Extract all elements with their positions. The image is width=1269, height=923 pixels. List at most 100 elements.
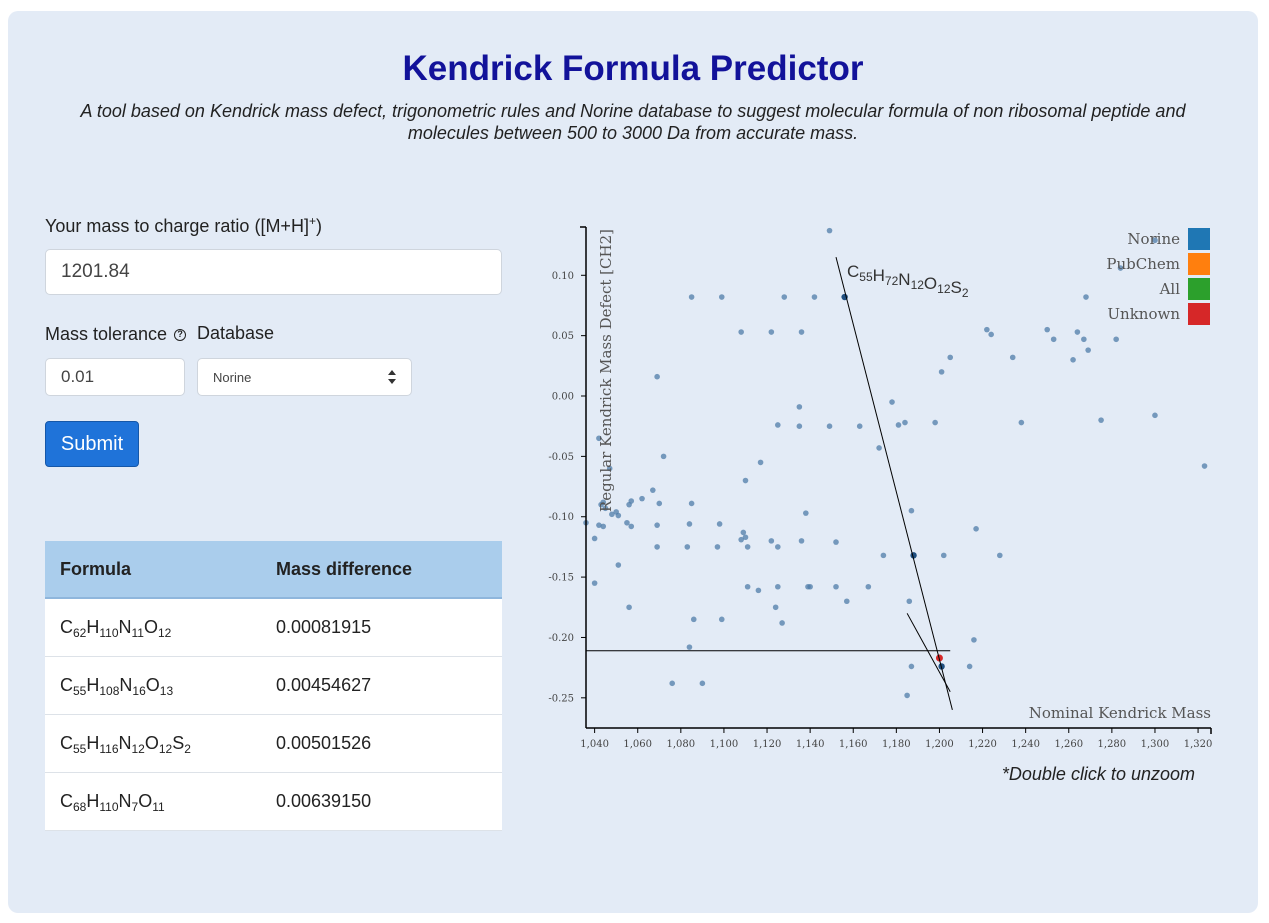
data-point[interactable] [688,294,695,300]
data-point[interactable] [1044,326,1051,333]
data-point[interactable] [757,459,764,466]
data-point[interactable] [1018,419,1025,426]
data-point[interactable] [826,227,833,234]
data-point[interactable] [796,423,803,429]
data-point[interactable] [908,507,915,514]
data-point[interactable] [988,331,994,338]
data-point[interactable] [996,552,1003,559]
data-point[interactable] [1085,347,1091,353]
data-point[interactable] [669,680,676,687]
data-point[interactable] [775,544,781,550]
data-point[interactable] [606,465,613,472]
data-point[interactable] [1070,356,1076,363]
legend[interactable]: Norine PubChem All Unknown [1106,228,1210,325]
data-point[interactable] [889,399,895,405]
data-point[interactable] [902,419,908,426]
data-point[interactable] [755,587,762,594]
legend-label[interactable]: Norine [1127,230,1180,248]
data-point[interactable] [718,616,725,623]
data-point[interactable] [686,521,693,527]
data-point[interactable] [1117,265,1124,271]
data-point[interactable] [865,583,872,590]
legend-swatch[interactable] [1188,228,1210,250]
data-point[interactable] [690,616,697,623]
data-point[interactable] [744,544,751,550]
data-point[interactable] [596,522,602,528]
legend-swatch[interactable] [1188,253,1210,275]
data-point[interactable] [1113,336,1119,343]
data-point[interactable] [738,329,744,335]
data-point[interactable] [775,583,781,590]
data-point[interactable] [904,692,910,699]
data-point[interactable] [779,620,785,626]
data-point[interactable] [654,373,660,380]
data-point[interactable] [811,294,818,300]
data-point[interactable] [1081,336,1087,343]
data-point[interactable] [768,538,775,544]
data-point[interactable] [938,369,945,375]
data-point[interactable] [1152,412,1158,419]
data-point[interactable] [591,535,598,542]
data-point[interactable] [947,354,954,361]
database-select[interactable]: Norine [197,358,412,396]
data-point[interactable] [639,495,645,502]
data-point[interactable] [1083,294,1089,300]
data-point[interactable] [843,598,850,605]
data-point[interactable] [984,326,990,333]
data-point[interactable] [714,544,721,550]
data-point[interactable] [775,422,781,428]
data-point[interactable] [1050,336,1057,343]
data-point[interactable] [609,511,615,518]
data-point[interactable] [932,419,938,426]
data-point[interactable] [895,422,902,428]
plot-area[interactable] [586,227,1211,728]
data-point[interactable] [826,423,833,429]
data-point[interactable] [772,604,779,611]
data-point[interactable] [781,294,788,300]
data-point[interactable] [1074,329,1081,335]
legend-swatch[interactable] [1188,278,1210,300]
help-icon[interactable]: ? [174,329,187,342]
data-point[interactable] [803,510,809,516]
data-point[interactable] [940,552,947,559]
data-point[interactable] [740,529,747,536]
data-point[interactable] [880,552,887,559]
data-point[interactable] [742,534,749,541]
data-point[interactable] [699,680,706,687]
legend-label[interactable]: PubChem [1106,255,1180,273]
data-point[interactable] [716,521,723,527]
data-point[interactable] [1152,237,1158,244]
data-point[interactable] [833,539,839,545]
data-point[interactable] [796,404,803,410]
data-point[interactable] [856,423,863,429]
data-point[interactable] [596,435,602,442]
data-point[interactable] [744,583,751,590]
tolerance-input[interactable] [45,358,185,396]
data-point[interactable] [684,544,691,550]
data-point[interactable] [615,562,622,568]
data-point[interactable] [742,477,749,484]
data-points[interactable] [583,227,1208,699]
data-point[interactable] [798,538,805,544]
data-point[interactable] [906,598,913,605]
data-point[interactable] [876,445,882,451]
data-point[interactable] [971,637,977,643]
data-point[interactable] [654,544,660,550]
data-point[interactable] [973,526,979,532]
data-point[interactable] [591,580,598,586]
data-point[interactable] [615,512,622,519]
data-point[interactable] [654,522,660,528]
data-point[interactable] [656,500,663,507]
data-point[interactable] [600,523,607,530]
data-point[interactable] [807,583,813,590]
data-point[interactable] [798,329,805,335]
data-point[interactable] [738,536,744,543]
data-point[interactable] [628,523,635,530]
legend-swatch[interactable] [1188,303,1210,325]
data-point[interactable] [833,583,839,590]
data-point[interactable] [1009,354,1016,361]
data-point[interactable] [628,498,635,504]
data-point[interactable] [686,644,693,650]
legend-label[interactable]: All [1159,280,1181,298]
data-point[interactable] [768,329,775,335]
